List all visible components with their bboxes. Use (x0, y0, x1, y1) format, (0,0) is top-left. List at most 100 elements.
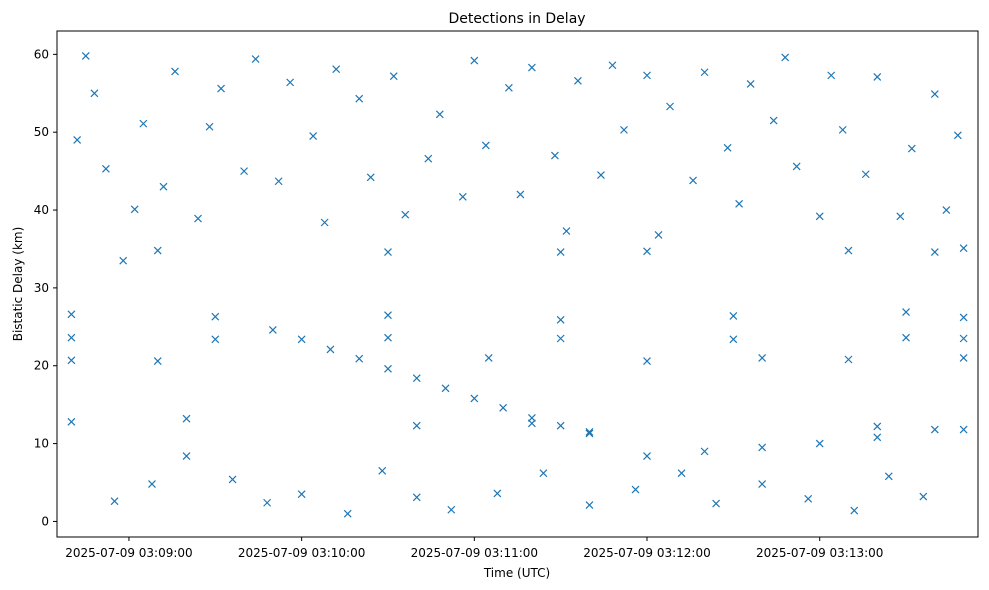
data-point-marker (274, 177, 283, 186)
x-tick-label: 2025-07-09 03:09:00 (65, 546, 192, 560)
data-point-marker (286, 78, 295, 87)
data-point-marker (873, 433, 882, 442)
data-point-marker (815, 439, 824, 448)
data-point-marker (139, 119, 148, 128)
data-point-marker (527, 63, 536, 72)
data-point-marker (585, 501, 594, 510)
data-point-marker (643, 71, 651, 80)
data-point-marker (268, 326, 277, 334)
data-point-marker (493, 489, 502, 498)
data-point-marker (67, 310, 76, 319)
data-point-marker (666, 102, 674, 111)
data-point-marker (792, 162, 801, 171)
data-point-marker (81, 51, 90, 60)
x-tick-label: 2025-07-09 03:11:00 (411, 546, 538, 560)
data-point-marker (844, 355, 853, 364)
data-point-marker (631, 485, 640, 494)
data-point-marker (384, 364, 392, 373)
data-point-marker (110, 497, 119, 506)
data-point-marker (896, 212, 905, 221)
data-point-marker (597, 171, 605, 179)
data-point-marker (211, 312, 220, 321)
data-point-marker (205, 122, 214, 131)
data-point-marker (401, 210, 410, 219)
data-point-marker (263, 498, 272, 507)
data-point-marker (827, 71, 836, 80)
x-axis-label: Time (UTC) (483, 566, 550, 580)
data-point-marker (838, 125, 847, 134)
x-tick-label: 2025-07-09 03:10:00 (238, 546, 365, 560)
data-point-marker (769, 116, 778, 125)
y-tick-label: 60 (34, 47, 49, 61)
data-point-marker (516, 190, 525, 199)
data-point-marker (470, 394, 479, 403)
y-axis-label: Bistatic Delay (km) (11, 227, 25, 342)
data-point-marker (712, 499, 721, 508)
data-point-marker (384, 248, 392, 257)
data-point-marker (643, 247, 651, 256)
data-point-marker (194, 214, 202, 223)
data-point-marker (758, 443, 767, 452)
data-point-marker (484, 354, 493, 362)
data-point-marker (527, 419, 536, 428)
data-point-marker (366, 173, 375, 182)
data-point-marker (332, 65, 341, 74)
data-point-marker (130, 205, 139, 214)
data-point-marker (873, 422, 882, 431)
data-point-marker (90, 89, 99, 98)
data-point-marker (959, 354, 968, 362)
data-point-marker (930, 425, 939, 434)
data-point-marker (608, 61, 617, 70)
data-point-marker (643, 452, 651, 460)
data-point-marker (159, 182, 168, 191)
data-point-marker (458, 192, 467, 201)
data-point-marker (585, 429, 594, 438)
data-point-marker (67, 356, 76, 365)
data-point-marker (930, 90, 939, 98)
data-point-marker (953, 131, 962, 140)
data-point-marker (700, 68, 709, 77)
data-point-marker (171, 67, 179, 76)
markers-layer (67, 51, 968, 518)
data-point-marker (182, 414, 191, 423)
data-point-marker (959, 313, 968, 322)
y-tick-label: 10 (34, 437, 49, 451)
data-point-marker (435, 110, 444, 119)
data-point-marker (758, 480, 767, 488)
data-point-marker (251, 55, 260, 63)
data-point-marker (73, 136, 82, 144)
data-point-marker (574, 76, 582, 85)
data-point-marker (620, 125, 628, 134)
data-point-marker (412, 374, 421, 383)
data-point-marker (556, 248, 565, 257)
data-point-marker (556, 315, 565, 324)
data-point-marker (470, 56, 479, 65)
data-point-marker (844, 246, 853, 255)
data-point-marker (959, 425, 968, 434)
data-point-marker (378, 466, 387, 475)
data-point-marker (884, 472, 893, 481)
data-point-marker (959, 244, 968, 253)
data-point-marker (689, 176, 697, 185)
y-axis: 0 10 20 30 40 50 60 (34, 47, 57, 528)
data-point-marker (499, 403, 508, 412)
data-point-marker (320, 218, 329, 227)
data-point-marker (781, 53, 790, 62)
data-point-marker (119, 256, 128, 265)
data-point-marker (902, 308, 910, 316)
data-point-marker (384, 333, 392, 342)
data-point-marker (959, 334, 968, 343)
data-point-marker (447, 505, 456, 514)
data-point-marker (930, 248, 939, 257)
data-point-marker (804, 494, 813, 503)
data-point-marker (441, 384, 450, 393)
y-tick-label: 50 (34, 125, 49, 139)
data-point-marker (556, 334, 565, 343)
data-point-marker (562, 227, 571, 235)
y-tick-label: 0 (41, 514, 49, 528)
data-point-marker (412, 493, 421, 502)
data-point-marker (384, 311, 392, 320)
data-point-marker (412, 421, 421, 430)
y-tick-label: 40 (34, 203, 49, 217)
data-point-marker (504, 83, 513, 92)
